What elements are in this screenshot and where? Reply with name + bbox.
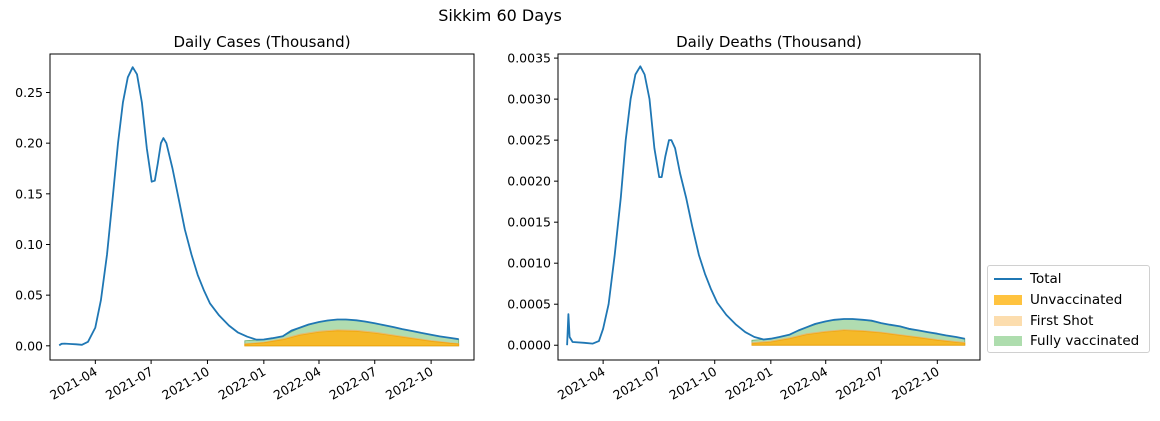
deaths-xtick-label: 2022-04 bbox=[777, 364, 830, 403]
legend-swatch-first-shot bbox=[994, 315, 1022, 326]
legend-label-unvaccinated: Unvaccinated bbox=[1030, 292, 1123, 309]
deaths-ytick-label: 0.0025 bbox=[507, 133, 551, 148]
legend-swatch-fully-vaccinated bbox=[994, 336, 1022, 347]
legend-entry-first-shot: First Shot bbox=[994, 310, 1149, 331]
deaths-xtick-label: 2022-01 bbox=[723, 364, 776, 403]
figure-title: Sikkim 60 Days bbox=[438, 6, 562, 25]
cases-xtick-label: 2022-07 bbox=[327, 364, 380, 403]
cases-plot-frame bbox=[49, 53, 475, 361]
legend-entry-unvaccinated: Unvaccinated bbox=[994, 290, 1149, 311]
legend-entry-fully-vaccinated: Fully vaccinated bbox=[994, 331, 1149, 352]
cases-xtick-label: 2022-01 bbox=[216, 364, 269, 403]
cases-xtick-label: 2021-10 bbox=[159, 364, 212, 403]
cases-line-total bbox=[58, 66, 459, 347]
deaths-ytick-label: 0.0020 bbox=[507, 174, 551, 189]
cases-ytick-label: 0.10 bbox=[15, 237, 43, 252]
deaths-xtick-label: 2021-04 bbox=[555, 364, 608, 403]
cases-chart-title: Daily Cases (Thousand) bbox=[173, 33, 350, 51]
cases-xtick-label: 2022-04 bbox=[271, 364, 324, 403]
cases-panel: Daily Cases (Thousand) 0.00 0.05 0.10 0.15 0.… bbox=[15, 33, 475, 403]
legend-swatch-unvaccinated bbox=[994, 295, 1022, 306]
deaths-chart-title: Daily Deaths (Thousand) bbox=[676, 33, 862, 51]
legend-swatch-total bbox=[994, 278, 1022, 281]
deaths-ytick-label: 0.0010 bbox=[507, 256, 551, 271]
cases-ytick-label: 0.25 bbox=[15, 85, 43, 100]
deaths-ytick-label: 0.0035 bbox=[507, 51, 551, 66]
legend-label-fully-vaccinated: Fully vaccinated bbox=[1030, 333, 1140, 350]
cases-xtick-label: 2021-04 bbox=[47, 364, 100, 403]
deaths-ytick-label: 0.0030 bbox=[507, 92, 551, 107]
legend-entry-total: Total bbox=[994, 269, 1149, 290]
chart-legend: Total Unvaccinated First Shot Fully vacc… bbox=[987, 265, 1150, 353]
deaths-panel: Daily Deaths (Thousand) 0.0000 0.0005 0.001… bbox=[507, 33, 981, 403]
cases-area-unvaccinated bbox=[244, 330, 460, 347]
cases-xtick-label: 2021-07 bbox=[103, 364, 156, 403]
deaths-ytick-label: 0.0000 bbox=[507, 338, 551, 353]
deaths-xtick-label: 2021-07 bbox=[610, 364, 663, 403]
deaths-ytick-label: 0.0015 bbox=[507, 215, 551, 230]
cases-ytick-label: 0.15 bbox=[15, 186, 43, 201]
deaths-xtick-label: 2022-10 bbox=[889, 364, 942, 403]
deaths-area-unvaccinated bbox=[751, 330, 966, 346]
cases-ytick-label: 0.20 bbox=[15, 136, 43, 151]
deaths-ytick-label: 0.0005 bbox=[507, 297, 551, 312]
legend-label-first-shot: First Shot bbox=[1030, 312, 1094, 329]
cases-ytick-label: 0.05 bbox=[15, 288, 43, 303]
deaths-xtick-label: 2021-10 bbox=[666, 364, 719, 403]
deaths-xtick-label: 2022-07 bbox=[833, 364, 886, 403]
deaths-plot-frame bbox=[557, 53, 981, 361]
cases-ytick-label: 0.00 bbox=[15, 338, 43, 353]
deaths-line-total bbox=[566, 65, 965, 346]
legend-label-total: Total bbox=[1030, 271, 1062, 288]
cases-xtick-label: 2022-10 bbox=[383, 364, 436, 403]
